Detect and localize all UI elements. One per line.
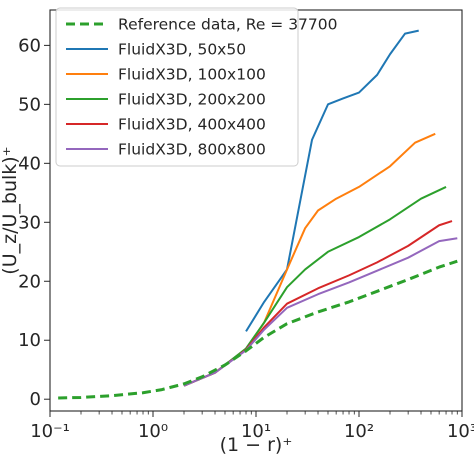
y-tick-label-4: 40	[18, 153, 41, 174]
x-tick-label-1: 10⁰	[138, 421, 168, 442]
axes-layer: 10⁻¹ 10⁰ 10¹ 10² 10³ 0 10 20 30 40 50 60	[18, 35, 474, 442]
data-layer	[58, 29, 458, 400]
legend: Reference data, Re = 37700 FluidX3D, 50x5…	[55, 7, 338, 167]
legend-label-2: FluidX3D, 100x100	[118, 66, 266, 84]
x-tick-label-0: 10⁻¹	[30, 421, 70, 442]
legend-label-4: FluidX3D, 400x400	[118, 116, 266, 134]
y-tick-label-3: 30	[18, 212, 41, 233]
legend-label-5: FluidX3D, 800x800	[118, 141, 266, 159]
series-line-1	[245, 29, 419, 332]
x-tick-label-4: 10³	[447, 421, 474, 442]
legend-label-0: Reference data, Re = 37700	[118, 16, 338, 34]
y-axis-title: (U_z/U_bulk)⁺	[0, 146, 21, 274]
legend-label-3: FluidX3D, 200x200	[118, 91, 266, 109]
legend-frame	[55, 7, 299, 167]
y-tick-label-1: 10	[18, 330, 41, 351]
y-tick-label-5: 50	[18, 94, 41, 115]
legend-label-1: FluidX3D, 50x50	[118, 41, 246, 59]
series-line-0	[58, 259, 458, 400]
y-tick-label-6: 60	[18, 35, 41, 56]
y-tick-label-0: 0	[30, 389, 41, 410]
x-tick-label-2: 10¹	[241, 421, 271, 442]
y-tick-label-2: 20	[18, 271, 41, 292]
x-axis-title: (1 − r)⁺	[220, 434, 293, 456]
x-tick-label-3: 10²	[344, 421, 374, 442]
